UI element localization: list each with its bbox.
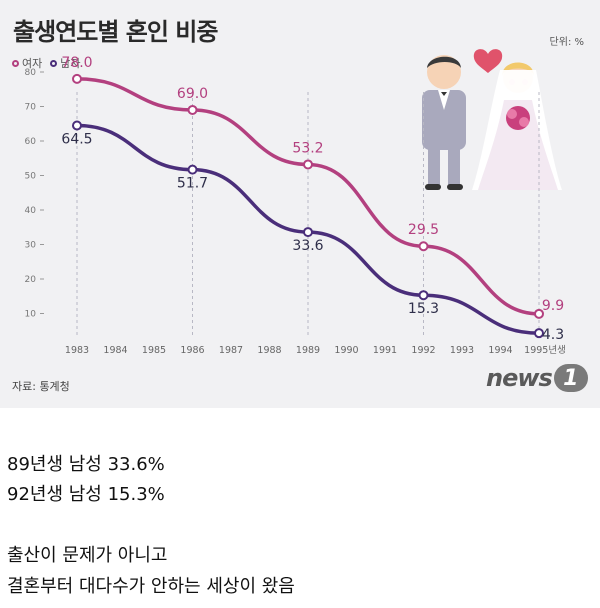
x-tick-label: 1995년생 bbox=[524, 345, 566, 356]
x-tick-label: 1992 bbox=[411, 345, 435, 356]
logo-mark: 1 bbox=[553, 364, 588, 392]
data-point bbox=[72, 73, 82, 84]
data-point bbox=[72, 120, 82, 131]
data-label: 51.7 bbox=[177, 176, 208, 192]
x-tick-label: 1984 bbox=[103, 345, 127, 356]
data-point bbox=[187, 164, 198, 175]
news1-logo: news 1 bbox=[486, 364, 588, 392]
data-label: 15.3 bbox=[408, 301, 439, 317]
x-tick-label: 1994 bbox=[488, 345, 512, 356]
data-point bbox=[418, 241, 429, 252]
data-point bbox=[303, 159, 313, 170]
legend-male-label: 남자 bbox=[60, 57, 81, 70]
legend-female-marker-icon bbox=[12, 59, 19, 67]
y-tick-label: 10 bbox=[25, 310, 37, 320]
x-tick-label: 1985 bbox=[142, 345, 166, 356]
x-tick-label: 1990 bbox=[334, 345, 358, 356]
chart-title: 출생연도별 혼인 비중 bbox=[13, 18, 218, 46]
y-tick-label: 30 bbox=[25, 241, 37, 251]
x-tick-label: 1987 bbox=[219, 345, 243, 356]
legend-item-male: 남자 bbox=[50, 55, 81, 71]
y-tick-label: 50 bbox=[25, 172, 37, 182]
post-line-4: 결혼부터 대다수가 안하는 세상이 왔음 bbox=[7, 576, 295, 597]
data-label: 4.3 bbox=[542, 327, 564, 343]
data-label: 78.0 bbox=[61, 55, 92, 71]
unit-label: 단위: % bbox=[549, 37, 584, 48]
logo-wordmark: news bbox=[486, 364, 553, 392]
data-point bbox=[418, 290, 429, 301]
x-tick-label: 1989 bbox=[296, 345, 320, 356]
x-tick-label: 1991 bbox=[373, 345, 397, 356]
y-tick-label: 20 bbox=[25, 275, 37, 285]
x-tick-label: 1986 bbox=[180, 345, 204, 356]
data-point bbox=[534, 308, 544, 319]
y-tick-label: 40 bbox=[25, 206, 37, 216]
legend-item-female: 여자 bbox=[12, 55, 42, 71]
legend-female-label: 여자 bbox=[22, 57, 43, 70]
data-point bbox=[303, 227, 313, 238]
source-note: 자료: 통계청 bbox=[12, 380, 70, 393]
data-label: 69.0 bbox=[177, 86, 208, 102]
legend: 여자 남자 bbox=[12, 55, 81, 71]
legend-male-marker-icon bbox=[50, 59, 58, 67]
data-label: 53.2 bbox=[292, 140, 323, 156]
data-point bbox=[534, 328, 544, 339]
post-line-1: 89년생 남성 33.6% bbox=[7, 454, 165, 475]
data-label: 33.6 bbox=[292, 238, 323, 254]
x-tick-label: 1983 bbox=[65, 345, 89, 356]
post-line-2: 92년생 남성 15.3% bbox=[7, 484, 165, 505]
y-tick-label: 80 bbox=[25, 68, 37, 78]
infographic-card: 출생연도별 혼인 비중 단위: % 여자 남자 10 bbox=[0, 0, 600, 408]
line-chart: 10 20 30 40 50 60 70 80 1983 1984 1985 1986 1987 1988… bbox=[25, 55, 566, 356]
post-line-3: 출산이 문제가 아니고 bbox=[7, 545, 168, 566]
data-point bbox=[187, 104, 198, 115]
data-label: 29.5 bbox=[408, 222, 439, 238]
y-tick-label: 60 bbox=[25, 137, 37, 147]
data-label: 64.5 bbox=[61, 131, 92, 147]
x-tick-label: 1993 bbox=[450, 345, 474, 356]
y-tick-label: 70 bbox=[25, 103, 37, 113]
x-tick-label: 1988 bbox=[257, 345, 281, 356]
data-label: 9.9 bbox=[542, 298, 564, 314]
